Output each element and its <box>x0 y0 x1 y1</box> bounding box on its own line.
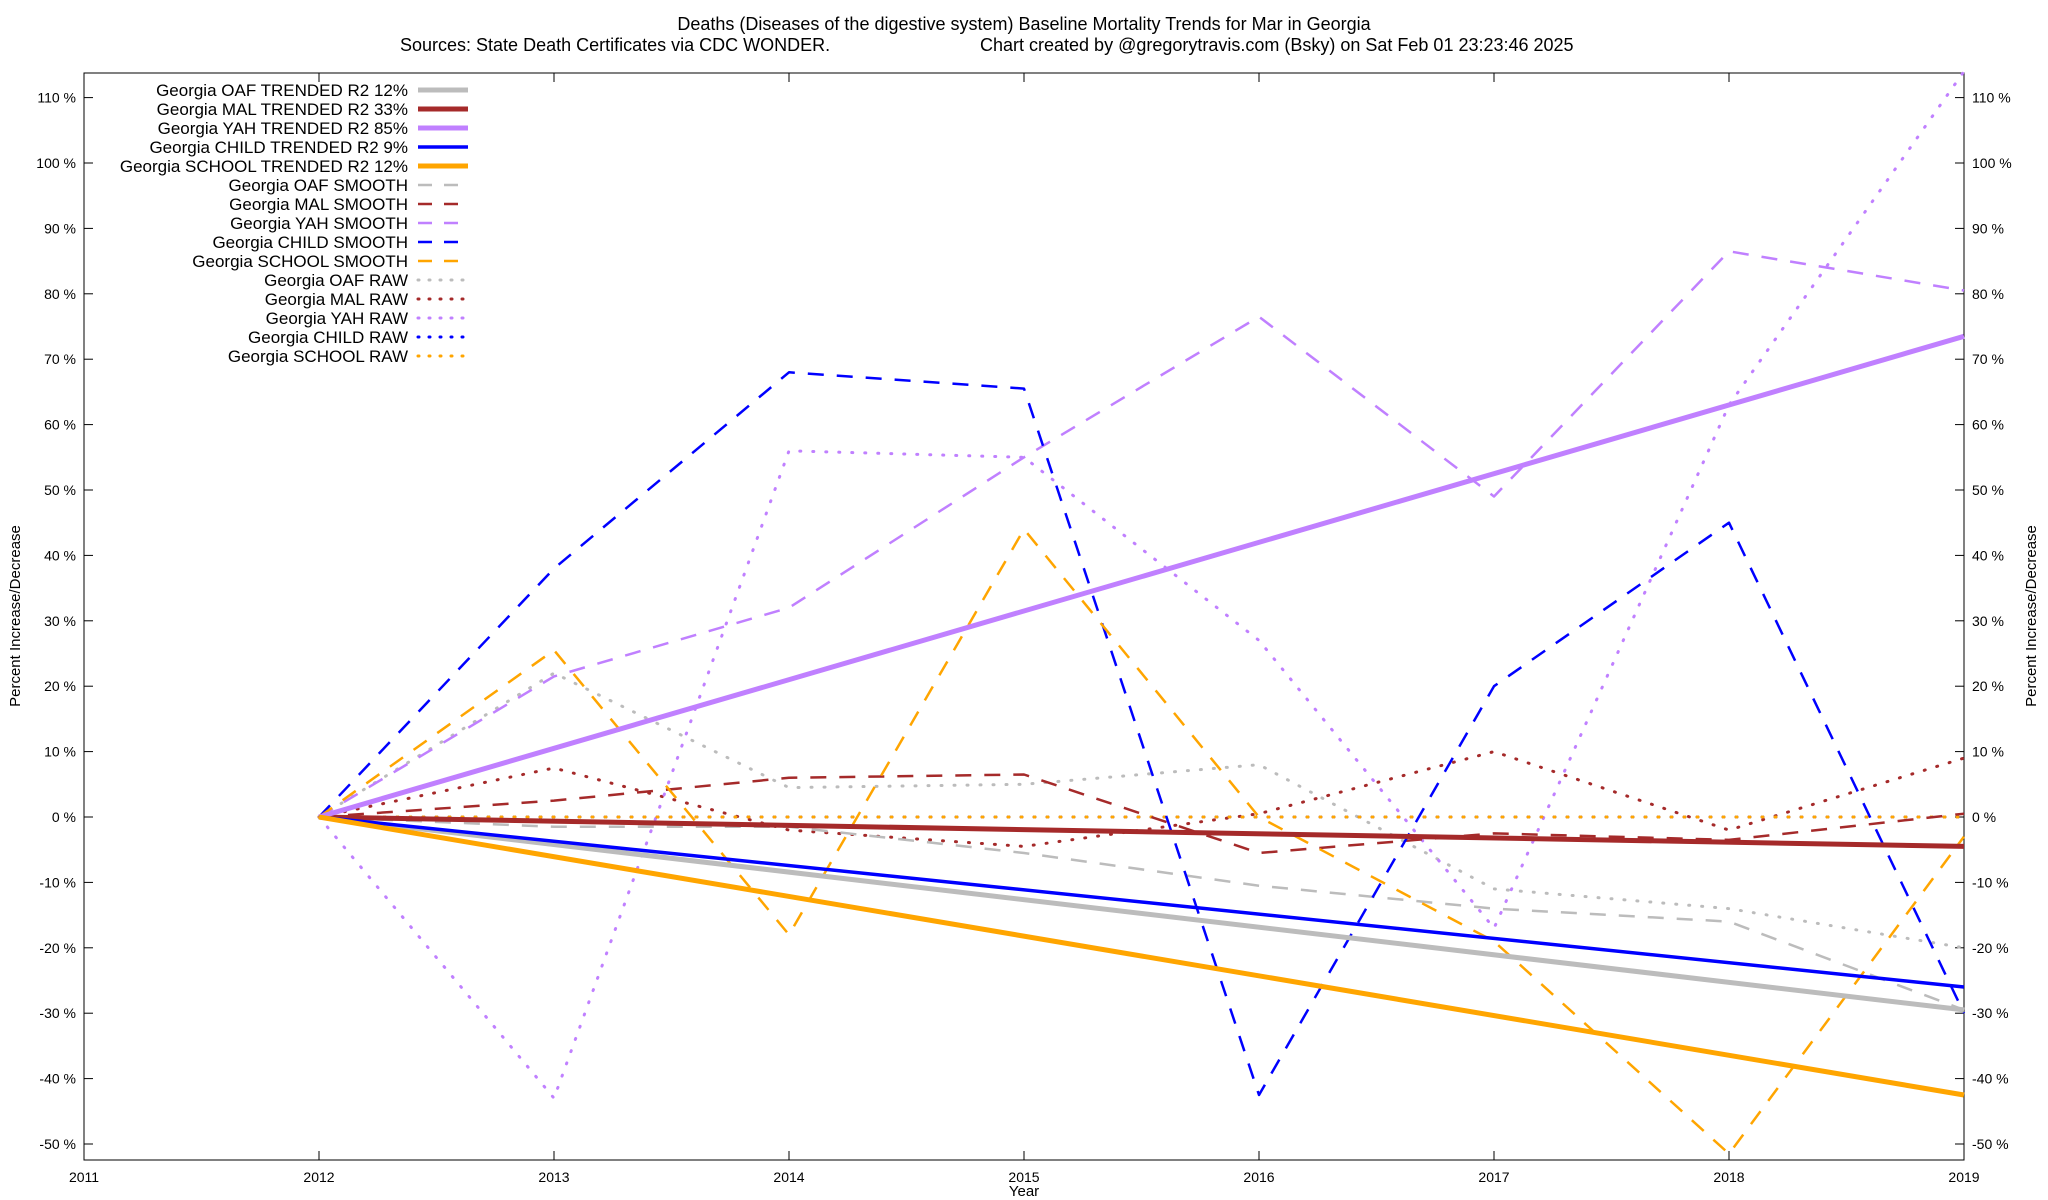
y-tick-label-left: 90 % <box>44 220 76 236</box>
legend-label: Georgia SCHOOL SMOOTH <box>192 252 408 271</box>
y-axis-label-right: Percent Increase/Decrease <box>2023 525 2040 707</box>
legend-label: Georgia CHILD RAW <box>248 328 408 347</box>
y-tick-label-right: -50 % <box>1972 1136 2009 1152</box>
legend-label: Georgia MAL SMOOTH <box>229 195 408 214</box>
x-tick-label: 2017 <box>1478 1169 1509 1185</box>
y-tick-label-right: 40 % <box>1972 547 2004 563</box>
series-line-raw <box>317 671 1966 950</box>
y-tick-label-left: 100 % <box>36 155 76 171</box>
y-tick-label-left: 50 % <box>44 482 76 498</box>
legend: Georgia OAF TRENDED R2 12%Georgia MAL TR… <box>120 81 470 366</box>
y-axis-label-left: Percent Increase/Decrease <box>7 525 24 707</box>
y-tick-label-right: -40 % <box>1972 1071 2009 1087</box>
series-line-trend <box>318 814 1965 1013</box>
y-tick-label-right: 100 % <box>1972 155 2012 171</box>
series-line-smooth <box>318 250 1965 819</box>
chart-subtitle-credit: Chart created by @gregorytravis.com (Bsk… <box>980 35 1574 55</box>
x-tick-label: 2012 <box>303 1169 334 1185</box>
legend-label: Georgia OAF TRENDED R2 12% <box>156 81 408 100</box>
y-tick-label-left: 10 % <box>44 744 76 760</box>
series-line-trend <box>318 815 1965 989</box>
y-tick-label-left: 20 % <box>44 678 76 694</box>
y-tick-label-right: -30 % <box>1972 1005 2009 1021</box>
legend-label: Georgia CHILD SMOOTH <box>212 233 408 252</box>
y-tick-label-right: 60 % <box>1972 417 2004 433</box>
legend-label: Georgia YAH SMOOTH <box>230 214 408 233</box>
legend-label: Georgia MAL TRENDED R2 33% <box>157 100 408 119</box>
x-axis-label: Year <box>1009 1183 1039 1200</box>
legend-label: Georgia OAF RAW <box>264 271 408 290</box>
y-tick-label-right: 20 % <box>1972 678 2004 694</box>
series-line-smooth <box>318 815 1965 1012</box>
legend-label: Georgia SCHOOL RAW <box>228 347 408 366</box>
legend-label: Georgia YAH TRENDED R2 85% <box>158 119 408 138</box>
y-tick-label-left: 0 % <box>52 809 76 825</box>
y-tick-label-right: 80 % <box>1972 286 2004 302</box>
y-tick-label-left: -20 % <box>39 940 76 956</box>
legend-label: Georgia OAF SMOOTH <box>229 176 408 195</box>
y-tick-label-left: 40 % <box>44 547 76 563</box>
series-line-trend <box>318 333 1965 820</box>
y-tick-label-left: 70 % <box>44 351 76 367</box>
series-line-raw <box>317 750 1966 848</box>
series-line-smooth <box>318 371 1966 1097</box>
y-tick-label-right: 110 % <box>1972 90 2011 106</box>
legend-label: Georgia CHILD TRENDED R2 9% <box>149 138 408 157</box>
x-tick-label: 2013 <box>538 1169 569 1185</box>
y-tick-label-right: 70 % <box>1972 351 2004 367</box>
chart-title: Deaths (Diseases of the digestive system… <box>677 14 1371 34</box>
x-tick-label: 2019 <box>1948 1169 1979 1185</box>
y-tick-label-right: 10 % <box>1972 744 2004 760</box>
series-line-raw <box>317 69 1966 1100</box>
series-line-smooth <box>318 527 1966 1156</box>
y-tick-label-right: 0 % <box>1972 809 1996 825</box>
y-tick-label-left: -10 % <box>39 874 76 890</box>
x-tick-label: 2018 <box>1713 1169 1744 1185</box>
series-layer <box>317 69 1966 1156</box>
y-tick-label-right: -10 % <box>1972 874 2009 890</box>
y-tick-label-left: -50 % <box>39 1136 76 1152</box>
series-line-trend <box>318 814 1965 849</box>
legend-label: Georgia MAL RAW <box>265 290 408 309</box>
y-axis-right: 110 % 100 % 90 % 80 % 70 % 60 % 50 % 40 % 30 % 20… <box>1955 90 2012 1152</box>
x-tick-label: 2011 <box>69 1169 99 1185</box>
y-tick-label-left: -30 % <box>39 1005 76 1021</box>
x-tick-label: 2015 <box>1008 1169 1039 1185</box>
legend-label: Georgia SCHOOL TRENDED R2 12% <box>120 157 408 176</box>
y-tick-label-left: 110 % <box>37 90 76 106</box>
series-line-smooth <box>318 773 1965 855</box>
y-tick-label-left: -40 % <box>39 1071 76 1087</box>
y-tick-label-left: 60 % <box>44 417 76 433</box>
series-line-trend <box>318 814 1965 1098</box>
legend-label: Georgia YAH RAW <box>266 309 408 328</box>
y-tick-label-left: 80 % <box>44 286 76 302</box>
y-tick-label-right: 90 % <box>1972 220 2004 236</box>
x-tick-label: 2014 <box>773 1169 804 1185</box>
y-tick-label-right: 30 % <box>1972 613 2004 629</box>
chart-subtitle-sources: Sources: State Death Certificates via CD… <box>400 35 830 55</box>
x-tick-label: 2016 <box>1243 1169 1274 1185</box>
y-axis-left: 110 % 100 % 90 % 80 % 70 % 60 % 50 % 40 % 30 % 20… <box>36 90 93 1152</box>
y-tick-label-right: -20 % <box>1972 940 2009 956</box>
y-tick-label-right: 50 % <box>1972 482 2004 498</box>
x-axis: 2011 2012 2013 2014 2015 2016 2017 2018 2019 <box>69 73 1980 1185</box>
y-tick-label-left: 30 % <box>44 613 76 629</box>
